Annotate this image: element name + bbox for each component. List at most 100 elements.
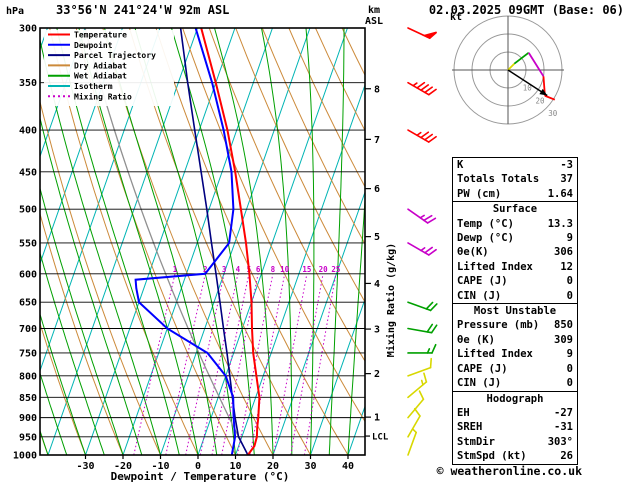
temp-tick-label: -30: [76, 461, 94, 472]
dry-adiabat-line: [235, 28, 365, 304]
mixing-ratio-value-label: 20: [319, 265, 329, 274]
hodograph-trace-segment: [507, 63, 515, 71]
dry-adiabat-line: [40, 321, 86, 455]
index-value: 12: [560, 260, 573, 273]
index-label: CIN (J): [457, 289, 502, 302]
legend-label: Dry Adiabat: [74, 60, 127, 70]
index-label: StmSpd (kt): [457, 450, 527, 463]
legend-label: Wet Adiabat: [74, 71, 127, 81]
index-value: 0: [566, 362, 573, 375]
index-value: -3: [560, 159, 573, 171]
index-value: 0: [566, 377, 573, 390]
mixing-ratio-value-label: 25: [331, 265, 340, 274]
pressure-tick-label: 750: [19, 349, 37, 360]
index-value: 0: [566, 289, 573, 302]
legend-background: [44, 30, 174, 106]
index-label: CAPE (J): [457, 362, 508, 375]
index-value: 306: [554, 246, 573, 259]
index-value: 26: [560, 450, 573, 463]
mixing-ratio-labels: 1 2 3 4 5 6 8 10 15 20 25: [173, 265, 341, 274]
legend-label: Isotherm: [74, 82, 113, 91]
pressure-tick-label: 500: [19, 205, 37, 216]
index-label: CIN (J): [457, 377, 502, 390]
wind-barb: [407, 390, 425, 419]
temperature-line: [200, 28, 261, 455]
legend-label: Mixing Ratio: [74, 91, 132, 101]
index-row: Pressure (mb) 850: [453, 318, 577, 332]
wind-barb: [407, 81, 437, 96]
index-label: Lifted Index: [457, 260, 533, 273]
mixing-ratio-axis-title: Mixing Ratio (g/kg): [385, 243, 397, 357]
wet-adiabat-line: [214, 28, 274, 455]
plot-border: [39, 27, 366, 456]
mixing-ratio-value-label: 6: [256, 265, 261, 274]
wind-barb: [407, 343, 437, 354]
temp-tick-label: 30: [304, 461, 316, 472]
index-label: θe (K): [457, 333, 495, 346]
index-value: 0: [566, 275, 573, 288]
index-label: Totals Totals: [457, 173, 540, 186]
pressure-tick-label: 350: [19, 78, 37, 89]
km-tick-label: 5: [374, 232, 380, 243]
index-row: K -3: [453, 158, 577, 172]
index-row: StmSpd (kt) 26: [453, 449, 577, 463]
section-title: Most Unstable: [453, 303, 577, 318]
index-row: EH -27: [453, 406, 577, 420]
storm-motion-vector: [507, 69, 548, 97]
index-label: Pressure (mb): [457, 319, 540, 332]
temp-tick-label: 10: [229, 461, 241, 472]
index-row: Totals Totals 37: [453, 172, 577, 186]
index-value: 13.3: [547, 217, 573, 230]
isotherm-line: [272, 190, 365, 455]
pressure-tick-label: 400: [19, 126, 37, 137]
km-tick-label: 7: [374, 135, 380, 146]
dry-adiabat-line: [208, 28, 365, 363]
mixing-ratio-value-label: 8: [271, 265, 276, 274]
isotherm-line: [310, 297, 365, 455]
index-row: CIN (J) 0: [453, 289, 577, 303]
km-tick-label: 4: [374, 279, 380, 290]
index-label: PW (cm): [457, 187, 502, 200]
dry-adiabat-line: [261, 28, 365, 245]
index-value: -27: [554, 406, 573, 419]
index-row: Dewp (°C) 9: [453, 231, 577, 245]
dry-adiabat-line: [288, 28, 365, 188]
isotherm-line: [85, 28, 236, 455]
km-axis-ref: ASL: [365, 16, 383, 27]
pressure-tick-label: 800: [19, 371, 37, 382]
wind-barb: [407, 242, 437, 256]
isotherm-line: [197, 28, 348, 455]
index-value: -31: [554, 421, 573, 434]
hodograph-ring-label: 10: [523, 84, 533, 93]
wind-barb: [407, 27, 438, 40]
index-label: Dewp (°C): [457, 232, 514, 245]
isotherm-line: [0, 28, 10, 455]
wind-barb: [407, 208, 437, 224]
wet-adiabat-line: [328, 28, 345, 455]
mixing-ratio-value-label: 15: [302, 265, 311, 274]
section-title: Hodograph: [453, 390, 577, 406]
index-row: CAPE (J) 0: [453, 362, 577, 376]
index-row: Lifted Index 9: [453, 347, 577, 361]
pressure-tick-label: 650: [19, 298, 37, 309]
hodograph-trace-segment: [544, 94, 556, 101]
pressure-tick-label: 950: [19, 432, 37, 443]
mixing-ratio-line: [185, 273, 225, 455]
index-value: 850: [554, 319, 573, 332]
index-label: EH: [457, 406, 470, 419]
wind-barb: [407, 301, 438, 312]
pressure-tick-label: 600: [19, 269, 37, 280]
index-label: SREH: [457, 421, 483, 434]
wet-adiabat-line: [40, 312, 86, 455]
index-label: θe(K): [457, 246, 489, 259]
wind-barb: [407, 357, 433, 377]
wet-adiabat-line: [367, 28, 404, 455]
pressure-tick-label: 850: [19, 393, 37, 404]
index-label: K: [457, 159, 464, 171]
index-row: θe(K) 306: [453, 245, 577, 259]
index-row: Lifted Index 12: [453, 260, 577, 274]
hodograph-unit-label: kt: [450, 12, 462, 23]
wind-barb: [407, 428, 418, 456]
storm-motion-arrowhead: [539, 88, 548, 96]
